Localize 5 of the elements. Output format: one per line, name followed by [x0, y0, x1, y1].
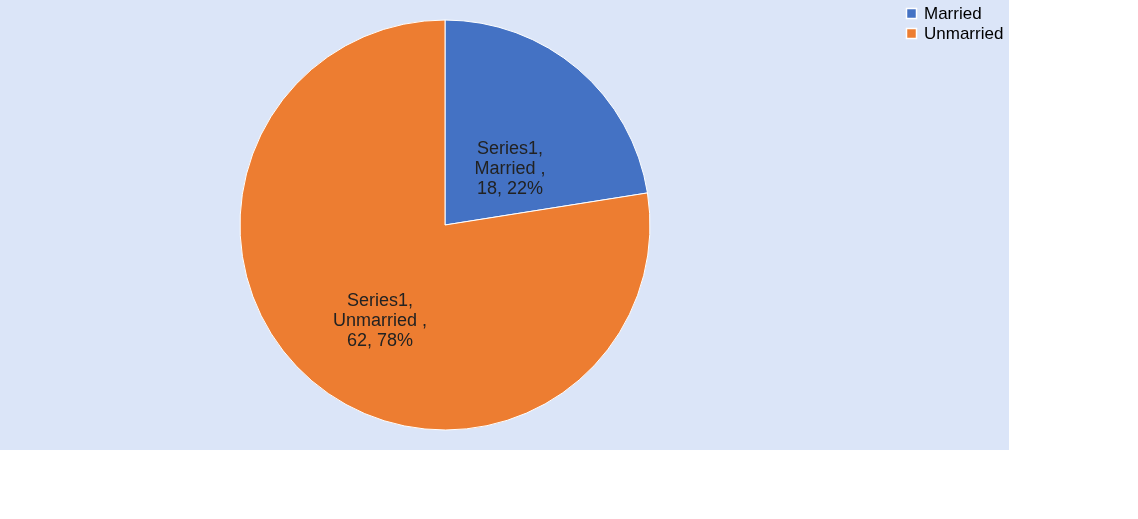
data-label: Series1, Unmarried , 62, 78%: [333, 290, 428, 351]
legend-label: Married: [924, 3, 982, 23]
data-label: Series1, Married , 18, 22%: [474, 137, 546, 198]
legend-label: Unmarried: [924, 23, 1004, 43]
pie-slice: [239, 19, 651, 431]
